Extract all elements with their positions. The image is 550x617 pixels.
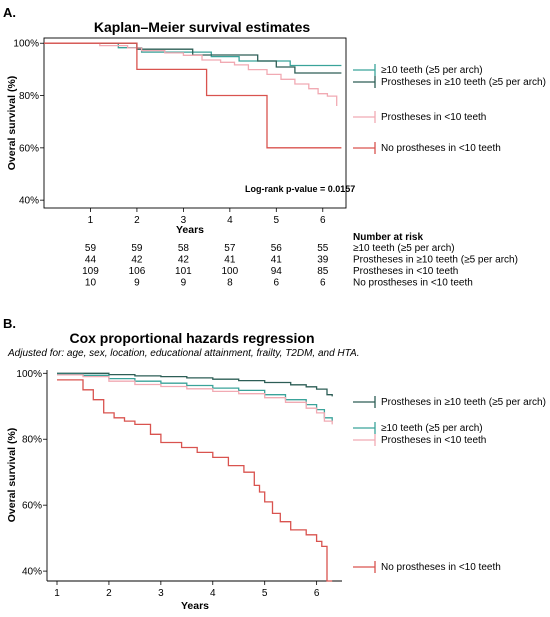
panel-b-x-tick-label: 2 <box>106 588 112 599</box>
panel-b-subtitle: Adjusted for: age, sex, location, educat… <box>7 348 359 359</box>
risk-table-cell: 9 <box>134 278 140 289</box>
risk-table-cell: 6 <box>274 278 280 289</box>
log-rank-annotation: Log-rank p-value = 0.0157 <box>245 184 355 194</box>
risk-table-cell: 100 <box>222 266 239 277</box>
panel-b-x-tick-label: 4 <box>210 588 216 599</box>
panel-a-curve-no-prostheses-in-lt10-teeth <box>44 42 342 149</box>
panel-b-curve-ge10-teeth-ge5-per-arch <box>57 373 333 422</box>
panel-b-letter: B. <box>3 316 16 331</box>
panel-a-x-tick-label: 4 <box>227 215 233 226</box>
panel-b-x-tick-label: 5 <box>262 588 268 599</box>
panel-b-legend-marker <box>353 561 376 573</box>
panel-b-y-tick-label: 80% <box>22 435 42 446</box>
panel-b-y-tick-label: 100% <box>16 369 42 380</box>
panel-b-x-axis-title: Years <box>181 600 209 612</box>
risk-table-cell: 106 <box>129 266 146 277</box>
risk-table-row-label: Prostheses in <10 teeth <box>353 266 458 277</box>
panel-a-title: Kaplan–Meier survival estimates <box>94 19 311 35</box>
panel-a-legend-label: Prostheses in <10 teeth <box>381 112 486 123</box>
panel-b-x-tick-label: 6 <box>314 588 320 599</box>
panel-b-legend-label: No prostheses in <10 teeth <box>381 562 501 573</box>
panel-b-x-tick-label: 3 <box>158 588 164 599</box>
panel-a-curve-prostheses-in-lt10-teeth <box>44 42 338 106</box>
panel-b-legend-label: Prostheses in <10 teeth <box>381 435 486 446</box>
panel-a-y-axis-title: Overal survival (%) <box>6 76 18 171</box>
panel-a-y-tick-label: 60% <box>19 143 39 154</box>
panel-b-legend-marker <box>353 396 376 408</box>
panel-b-legend-marker <box>353 434 376 446</box>
panel-b-y-tick-label: 60% <box>22 501 42 512</box>
panel-a-legend-marker <box>353 111 376 123</box>
panel-a-legend-label: ≥10 teeth (≥5 per arch) <box>381 65 483 76</box>
panel-a-legend-label: No prostheses in <10 teeth <box>381 143 501 154</box>
panel-a-x-axis-title: Years <box>176 224 204 236</box>
risk-table-cell: 94 <box>271 266 283 277</box>
panel-b-x-tick-label: 1 <box>54 588 60 599</box>
risk-table-cell: 58 <box>178 243 190 254</box>
panel-a-x-tick-label: 1 <box>88 215 94 226</box>
panel-a-plot-frame <box>43 37 347 209</box>
risk-table-cell: 85 <box>317 266 329 277</box>
panel-a-legend-marker <box>353 142 376 154</box>
risk-table-title: Number at risk <box>353 232 423 243</box>
panel-a-y-tick-label: 40% <box>19 196 39 207</box>
panel-a-curve-prostheses-in-ge10-teeth-ge5-per-arch <box>44 42 342 74</box>
risk-table-cell: 42 <box>131 255 143 266</box>
panel-a-legend-label: Prostheses in ≥10 teeth (≥5 per arch) <box>381 77 546 88</box>
risk-table-cell: 6 <box>320 278 326 289</box>
risk-table-row-label: No prostheses in <10 teeth <box>353 278 473 289</box>
panel-a-x-tick-label: 5 <box>274 215 280 226</box>
risk-table-cell: 59 <box>85 243 97 254</box>
risk-table-cell: 9 <box>181 278 187 289</box>
panel-a-y-tick-label: 100% <box>13 39 39 50</box>
risk-table-cell: 44 <box>85 255 97 266</box>
panel-b-legend-marker <box>353 422 376 434</box>
panel-a-x-tick-label: 6 <box>320 215 326 226</box>
risk-table-cell: 109 <box>82 266 99 277</box>
panel-b-curve-prostheses-in-ge10-teeth-ge5-per-arch <box>57 372 333 397</box>
risk-table-cell: 10 <box>85 278 97 289</box>
risk-table-cell: 42 <box>178 255 190 266</box>
panel-b-y-tick-label: 40% <box>22 567 42 578</box>
panel-a-curve-ge10-teeth-ge5-per-arch <box>44 42 342 67</box>
panel-a-x-tick-label: 3 <box>181 215 187 226</box>
panel-a-legend-marker <box>353 64 376 76</box>
panel-b: B. Cox proportional hazards regression A… <box>3 316 546 612</box>
panel-b-title: Cox proportional hazards regression <box>69 330 314 346</box>
panel-b-legend-label: ≥10 teeth (≥5 per arch) <box>381 423 483 434</box>
panel-a-letter: A. <box>3 5 16 20</box>
risk-table-cell: 41 <box>271 255 283 266</box>
panel-a: A. Kaplan–Meier survival estimates Log-r… <box>3 5 546 289</box>
panel-a-legend-marker <box>353 76 376 88</box>
risk-table-cell: 39 <box>317 255 329 266</box>
risk-table-cell: 57 <box>224 243 236 254</box>
risk-table-cell: 41 <box>224 255 236 266</box>
panel-a-x-tick-label: 2 <box>134 215 140 226</box>
panel-b-curve-prostheses-in-lt10-teeth <box>57 374 333 425</box>
risk-table-cell: 8 <box>227 278 233 289</box>
risk-table-row-label: ≥10 teeth (≥5 per arch) <box>353 243 455 254</box>
risk-table-cell: 56 <box>271 243 283 254</box>
panel-b-curve-no-prostheses-in-lt10-teeth <box>57 379 333 582</box>
risk-table-row-label: Prostheses in ≥10 teeth (≥5 per arch) <box>353 255 518 266</box>
risk-table-cell: 101 <box>175 266 192 277</box>
panel-b-legend-label: Prostheses in ≥10 teeth (≥5 per arch) <box>381 397 546 408</box>
risk-table-cell: 59 <box>131 243 143 254</box>
risk-table-cell: 55 <box>317 243 329 254</box>
panel-b-y-axis-title: Overal survival (%) <box>6 428 18 523</box>
panel-a-y-tick-label: 80% <box>19 91 39 102</box>
